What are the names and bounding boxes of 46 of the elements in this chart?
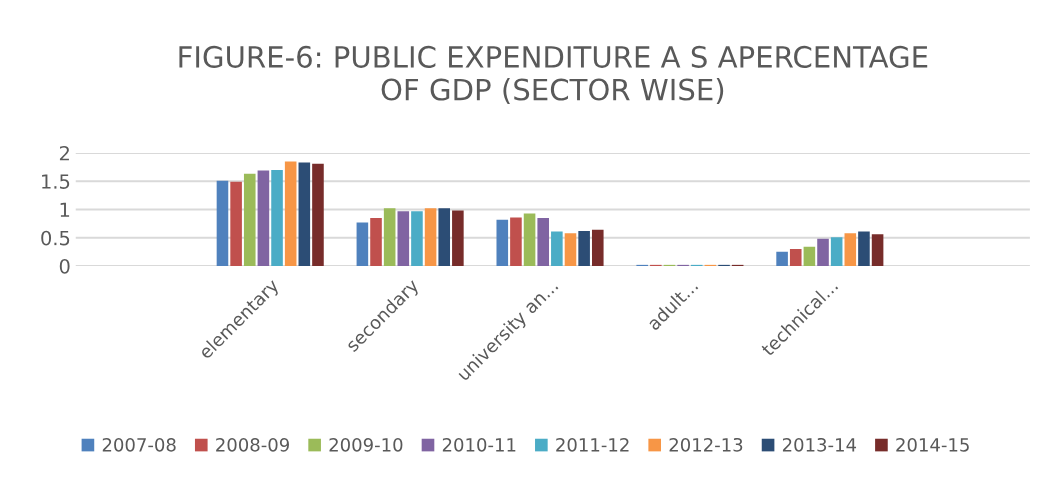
legend-label: 2011-12 bbox=[556, 437, 629, 452]
bar bbox=[871, 234, 884, 266]
bar bbox=[844, 233, 857, 266]
y-tick-label: 1 bbox=[60, 202, 70, 217]
bar bbox=[551, 231, 563, 266]
bar bbox=[578, 230, 590, 266]
y-tick-label: 2 bbox=[59, 145, 69, 161]
legend-label: 2014-15 bbox=[896, 437, 969, 452]
bar bbox=[284, 161, 297, 266]
bar bbox=[858, 231, 870, 266]
y-tick-label: 0 bbox=[59, 258, 70, 274]
bar bbox=[370, 217, 382, 266]
y-tick-label: 1.5 bbox=[42, 174, 70, 189]
bar bbox=[564, 233, 577, 266]
bar bbox=[383, 208, 396, 266]
bar bbox=[817, 238, 829, 266]
bar bbox=[452, 210, 464, 266]
bar bbox=[496, 219, 509, 266]
bar bbox=[298, 162, 311, 266]
bar bbox=[271, 169, 283, 266]
bar bbox=[438, 208, 451, 266]
legend-label: 2007-08 bbox=[102, 437, 176, 452]
legend-label: 2009-10 bbox=[329, 437, 403, 452]
bar bbox=[830, 237, 843, 266]
bar bbox=[243, 173, 256, 266]
bar bbox=[411, 211, 423, 266]
y-tick-label: 0.5 bbox=[41, 230, 70, 246]
bar bbox=[397, 211, 410, 266]
bar bbox=[591, 229, 604, 266]
legend-label: 2010-11 bbox=[442, 437, 516, 452]
legend-label: 2008-09 bbox=[216, 437, 289, 452]
legend-label: 2013-14 bbox=[782, 437, 857, 452]
bar bbox=[216, 180, 229, 266]
bar bbox=[789, 249, 802, 266]
bar bbox=[523, 213, 536, 266]
legend-label: 2012-13 bbox=[669, 437, 743, 452]
bar bbox=[537, 217, 549, 266]
bar bbox=[257, 170, 270, 266]
bar bbox=[230, 181, 242, 266]
bar bbox=[776, 251, 788, 266]
bar bbox=[312, 163, 324, 266]
bar bbox=[356, 222, 369, 266]
bar bbox=[803, 246, 816, 266]
chart-title: FIGURE-6: PUBLIC EXPENDITURE A S APERCENTAGE OF GDP (SECTOR WISE) bbox=[179, 45, 928, 105]
bar bbox=[424, 208, 437, 266]
bar bbox=[510, 217, 522, 266]
